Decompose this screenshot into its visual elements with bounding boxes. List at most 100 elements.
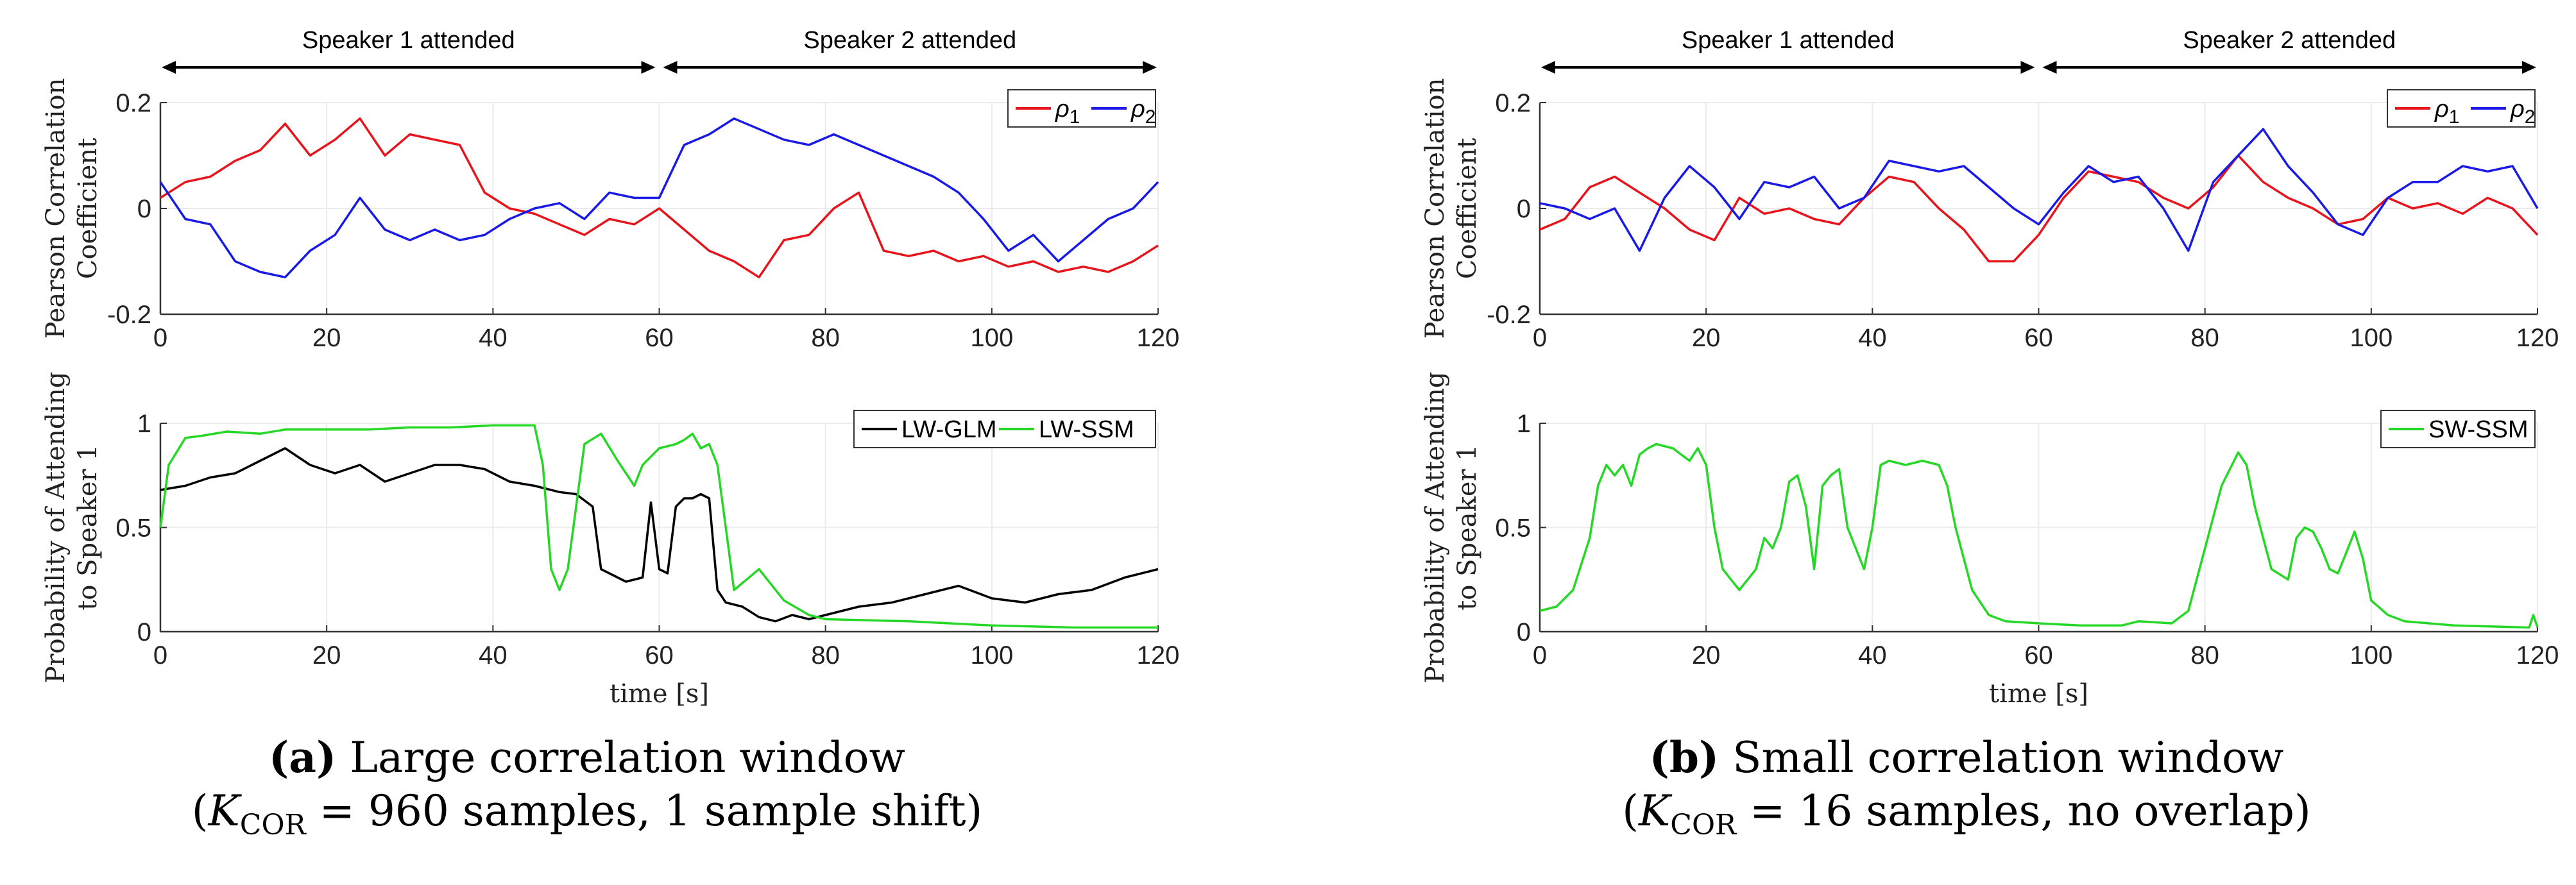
x-tick-label: 20 (1692, 641, 1721, 670)
series-line-LW-GLM (160, 447, 1159, 623)
x-tick-label: 0 (1533, 641, 1547, 670)
x-tick-label: 60 (2024, 641, 2053, 670)
y-axis-label-line2: Coefficient (73, 138, 103, 279)
annotation-arrowhead-left (162, 61, 176, 74)
x-tick-label: 80 (2190, 324, 2219, 352)
annotation-arrowhead-left (663, 61, 678, 74)
y-axis-label-line2: to Speaker 1 (73, 444, 103, 611)
x-tick-label: 20 (312, 641, 341, 670)
y-tick-label: 0.5 (1495, 514, 1531, 543)
x-tick-label: 60 (645, 641, 674, 670)
x-tick-label: 60 (645, 324, 674, 352)
legend-label-ρ1: ρ1 (1055, 96, 1080, 128)
caption-b-k-sub: COR (1670, 808, 1737, 841)
caption-a: (a) Large correlation window (KCOR = 960… (0, 731, 1174, 843)
x-tick-label: 100 (970, 641, 1013, 670)
x-tick-label: 0 (1533, 324, 1547, 352)
series-line-ρ2 (1539, 128, 2539, 252)
x-tick-label: 80 (811, 641, 840, 670)
x-tick-label: 100 (2350, 641, 2393, 670)
caption-b-detail-text: = 16 samples, no overlap) (1736, 786, 2311, 836)
x-tick-label: 100 (970, 324, 1013, 352)
y-tick-label: 1 (137, 410, 151, 438)
x-tick-label: 120 (1137, 324, 1180, 352)
panel-b_bottom: 0 20 40 60 80 100 120 0 0.5 1 Probability of Atten… (1420, 371, 2559, 709)
x-tick-label: 40 (1858, 641, 1887, 670)
x-tick-label: 100 (2350, 324, 2393, 352)
series-line-ρ2 (159, 117, 1159, 279)
caption-b-title-text: Small correlation window (1732, 733, 2284, 782)
x-axis-label: time [s] (1989, 679, 2088, 709)
annotation-arrowhead-right (641, 61, 656, 74)
y-axis-label-line1: Probability of Attending (1420, 371, 1450, 683)
annotation-arrowhead-right (2020, 61, 2035, 74)
series-line-ρ1 (1539, 154, 2539, 263)
caption-a-title: (a) Large correlation window (0, 731, 1174, 785)
y-tick-label: 0 (137, 195, 151, 223)
annotation-label-2: Speaker 2 attended (803, 27, 1016, 54)
caption-a-detail-text: = 960 samples, 1 sample shift) (305, 786, 983, 836)
y-tick-label: 1 (1517, 410, 1531, 438)
y-axis-label-line2: to Speaker 1 (1453, 444, 1482, 611)
caption-b-title: (b) Small correlation window (1379, 731, 2554, 785)
x-tick-label: 0 (153, 324, 167, 352)
y-axis-label-line1: Pearson Correlation (41, 78, 71, 339)
y-tick-label: 0.5 (115, 514, 151, 543)
legend-label-LW-SSM: LW-SSM (1039, 416, 1134, 443)
y-axis-label-line1: Pearson Correlation (1420, 78, 1450, 339)
x-tick-label: 20 (312, 324, 341, 352)
x-tick-label: 120 (2516, 641, 2559, 670)
y-tick-label: 0 (1517, 618, 1531, 646)
y-axis-label-line1: Probability of Attending (41, 371, 71, 683)
legend-label-ρ1: ρ1 (2434, 96, 2459, 128)
annotation-arrowhead-right (1143, 61, 1157, 74)
x-tick-label: 40 (1858, 324, 1887, 352)
panel-a_bottom: 0 20 40 60 80 100 120 0 0.5 1 Probability of Atten… (41, 371, 1179, 709)
series-line-LW-SSM (159, 424, 1158, 629)
y-tick-label: -0.2 (107, 301, 151, 329)
series-line-SW-SSM (1539, 442, 2539, 629)
caption-b-k: K (1638, 786, 1671, 836)
annotation-label-1: Speaker 1 attended (1682, 27, 1895, 54)
caption-b-detail: (KCOR = 16 samples, no overlap) (1622, 786, 2311, 841)
legend-box (853, 410, 1156, 448)
x-tick-label: 80 (2190, 641, 2219, 670)
y-tick-label: -0.2 (1487, 301, 1531, 329)
annotation-arrowhead-left (2042, 61, 2057, 74)
x-tick-label: 0 (153, 641, 167, 670)
x-tick-label: 80 (811, 324, 840, 352)
annotation-label-1: Speaker 1 attended (302, 27, 515, 54)
x-axis-label: time [s] (610, 679, 709, 709)
x-tick-label: 40 (479, 324, 508, 352)
x-tick-label: 40 (479, 641, 508, 670)
x-tick-label: 20 (1692, 324, 1721, 352)
legend-label-ρ2: ρ2 (2510, 96, 2535, 128)
caption-a-k: K (208, 786, 240, 836)
caption-a-letter: (a) (269, 732, 337, 782)
caption-a-k-sub: COR (239, 808, 306, 841)
legend-label-LW-GLM: LW-GLM (901, 416, 997, 443)
caption-a-detail: (KCOR = 960 samples, 1 sample shift) (191, 786, 983, 841)
annotation-label-2: Speaker 2 attended (2183, 27, 2396, 54)
annotation-arrowhead-left (1541, 61, 1555, 74)
y-tick-label: 0 (137, 618, 151, 646)
legend-label-SW-SSM: SW-SSM (2428, 416, 2529, 443)
caption-a-title-text: Large correlation window (350, 733, 905, 782)
y-axis-label-line2: Coefficient (1453, 138, 1482, 279)
y-tick-label: 0.2 (1495, 89, 1531, 117)
legend-label-ρ2: ρ2 (1130, 96, 1156, 128)
x-tick-label: 120 (2516, 324, 2559, 352)
caption-b: (b) Small correlation window (KCOR = 16 … (1379, 731, 2554, 843)
y-tick-label: 0.2 (115, 89, 151, 117)
x-tick-label: 60 (2024, 324, 2053, 352)
legend-box (2387, 89, 2536, 128)
annotation-arrowhead-right (2522, 61, 2536, 74)
caption-b-letter: (b) (1649, 732, 1719, 782)
x-tick-label: 120 (1137, 641, 1180, 670)
y-tick-label: 0 (1517, 195, 1531, 223)
series-line-ρ1 (160, 117, 1159, 279)
